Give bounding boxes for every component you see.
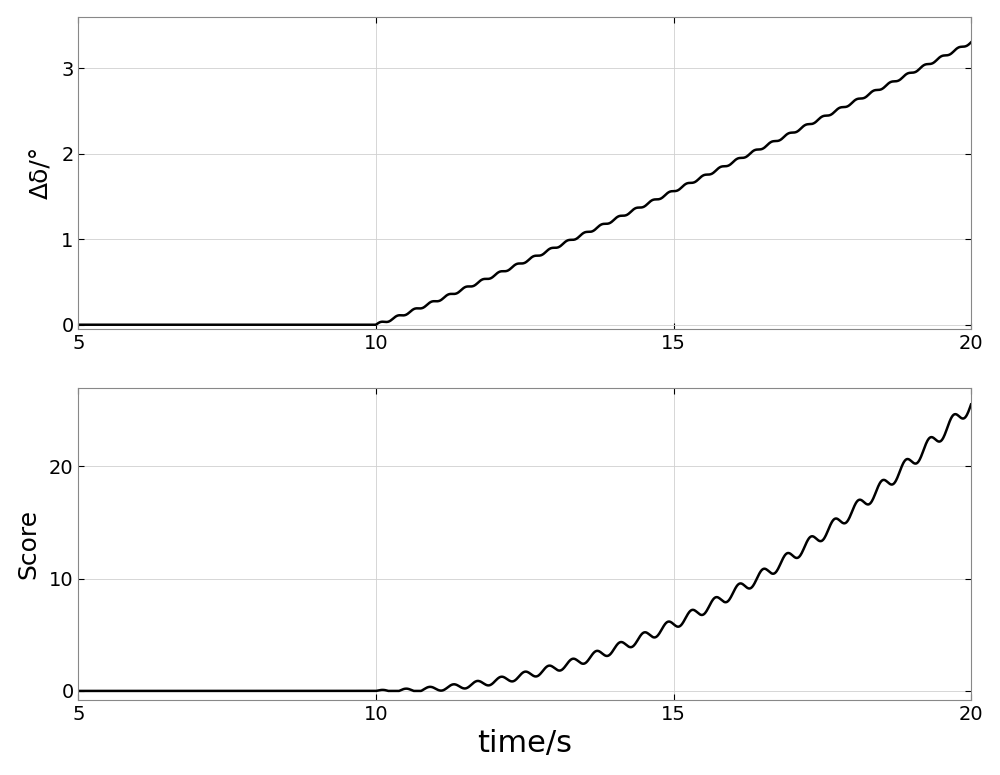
Y-axis label: Score: Score	[17, 508, 41, 579]
X-axis label: time/s: time/s	[477, 729, 572, 758]
Y-axis label: Δδ/°: Δδ/°	[29, 146, 53, 199]
